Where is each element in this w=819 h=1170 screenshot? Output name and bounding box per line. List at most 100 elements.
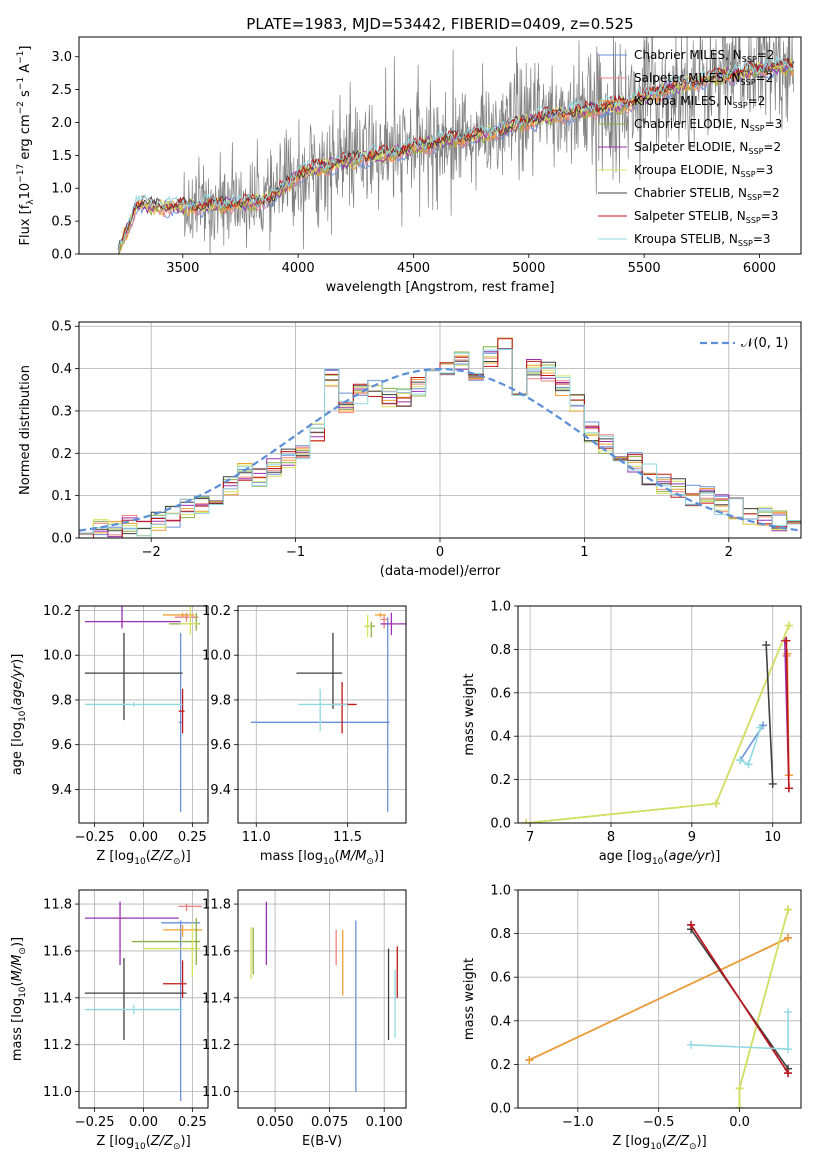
weight-marker bbox=[784, 1069, 793, 1078]
age-vs-mass-xtick-label: 11.5 bbox=[333, 830, 362, 845]
label-sup: −2 bbox=[16, 101, 26, 114]
label-part: )] bbox=[10, 937, 25, 947]
legend-label-salpeter-elodie: Salpeter ELODIE, NSSP=2 bbox=[634, 140, 781, 156]
point-salpeter-miles bbox=[178, 904, 203, 912]
mass-vs-ebv-frame bbox=[237, 889, 407, 1109]
weight-marker bbox=[744, 760, 753, 769]
label-sup: −1 bbox=[16, 77, 26, 90]
spectrum-frame-group: 3500 4000 4500 5000 5500 6000 0.0 0.5 1.0 1.5 2.0 2… bbox=[16, 36, 802, 295]
age-vs-mass-ytick-label: 10.0 bbox=[202, 649, 231, 664]
residuals-plot-area bbox=[79, 337, 801, 538]
mass-vs-z-ylabel: mass [log10(M/M⊙)] bbox=[10, 937, 28, 1061]
legend-tail: =2 bbox=[763, 140, 781, 154]
point-chabrier-stelib bbox=[84, 957, 187, 1041]
mass-vs-z-ytick-label: 11.2 bbox=[43, 1038, 72, 1053]
spectrum-xtick-label: 5000 bbox=[512, 261, 545, 276]
weight-vs-age-xtick-label: 9 bbox=[688, 830, 696, 845]
label-part: ] bbox=[18, 46, 33, 51]
weight-marker bbox=[762, 641, 771, 650]
weight-marker bbox=[784, 784, 793, 793]
legend-main: Salpeter MILES, N bbox=[634, 71, 741, 85]
label-part: s bbox=[18, 90, 33, 101]
spectrum-frame bbox=[78, 36, 802, 255]
spectrum-ytick-label: 0.5 bbox=[51, 215, 72, 230]
weight-vs-z-frame bbox=[517, 889, 802, 1109]
weight-vs-age-frame bbox=[517, 605, 802, 824]
label-math: Z/Z bbox=[666, 1134, 690, 1149]
weight-vs-z-ytick-label: 0.4 bbox=[490, 1014, 511, 1029]
weight-marker bbox=[687, 920, 696, 929]
weight-marker bbox=[735, 1104, 744, 1108]
weight-vs-age-ytick-label: 0.2 bbox=[490, 773, 511, 788]
age-vs-mass-ytick-label: 10.2 bbox=[202, 604, 231, 619]
spectrum-ytick-label: 3.0 bbox=[51, 50, 72, 65]
legend-label-kroupa-elodie: Kroupa ELODIE, NSSP=3 bbox=[634, 163, 773, 179]
point-kroupa-miles bbox=[374, 612, 386, 618]
point-salpeter-miles bbox=[174, 612, 199, 622]
age-vs-z-xtick-label: −0.25 bbox=[75, 830, 115, 845]
legend-tail: =2 bbox=[756, 71, 774, 85]
label-sub: 10 bbox=[134, 857, 146, 867]
spectrum-xtick-label: 4500 bbox=[397, 261, 430, 276]
weight-marker bbox=[782, 636, 791, 645]
weight-vs-age-ytick-label: 0.8 bbox=[490, 643, 511, 658]
age-vs-mass-xlabel: mass [log10(M/M⊙)] bbox=[260, 849, 384, 867]
weight-vs-z-ytick-label: 0.8 bbox=[490, 927, 511, 942]
spectrum-axes: 3500 4000 4500 5000 5500 6000 0.0 0.5 1.0 1.5 2.0 2… bbox=[16, 36, 802, 295]
label-math: age/yr bbox=[10, 662, 25, 705]
weight-line bbox=[785, 640, 790, 789]
residuals-xtick-label: −1 bbox=[286, 545, 305, 560]
legend-main: Salpeter ELODIE, N bbox=[634, 140, 748, 154]
label-math: Z/Z bbox=[150, 1134, 174, 1149]
residuals-ytick-label: 0.4 bbox=[51, 362, 72, 377]
legend-label-salpeter-stelib: Salpeter STELIB, NSSP=3 bbox=[634, 209, 778, 225]
point-kroupa-miles bbox=[163, 925, 203, 937]
weight-vs-z-plot-area bbox=[525, 905, 793, 1108]
legend-tail: =2 bbox=[748, 94, 766, 108]
weight-vs-z-axes: −1.0 −0.5 0.0 0.0 0.2 0.4 0.6 0.8 1.0 Z [log10(Z/… bbox=[462, 884, 802, 1152]
legend-main: Chabrier STELIB, N bbox=[634, 186, 747, 200]
age-vs-z-xtick-label: 0.25 bbox=[178, 830, 207, 845]
label-sub: 10 bbox=[323, 857, 335, 867]
weight-vs-z-ytick-label: 0.2 bbox=[490, 1058, 511, 1073]
label-part: ( bbox=[335, 849, 340, 864]
label-math: M/M bbox=[10, 955, 25, 982]
spectrum-ytick-label: 2.5 bbox=[51, 83, 72, 98]
age-vs-z-xtick-label: 0.00 bbox=[129, 830, 158, 845]
weight-marker bbox=[522, 819, 531, 823]
mass-vs-z-ytick-label: 11.4 bbox=[43, 991, 72, 1006]
spectrum-xlabel: wavelength [Angstrom, rest frame] bbox=[326, 280, 555, 295]
spectrum-ylabel: Flux [fλ10−17 erg cm−2 s−1 A−1] bbox=[16, 46, 36, 246]
weight-marker bbox=[712, 799, 721, 808]
age-vs-mass-ytick-label: 9.8 bbox=[210, 693, 231, 708]
residuals-ytick-label: 0.1 bbox=[51, 489, 72, 504]
spectrum-plot-area bbox=[117, 37, 795, 254]
age-vs-z-ytick-label: 10.0 bbox=[43, 649, 72, 664]
legend-sub: SSP bbox=[741, 170, 756, 179]
legend-sub: SSP bbox=[733, 101, 748, 110]
weight-line bbox=[526, 625, 790, 823]
legend-sub: SSP bbox=[742, 55, 757, 64]
weight-vs-z-frame-group: −1.0 −0.5 0.0 0.0 0.2 0.4 0.6 0.8 1.0 Z [log10(Z/… bbox=[462, 884, 802, 1152]
label-part: A bbox=[18, 64, 33, 77]
legend-sub: SSP bbox=[741, 78, 756, 87]
point-kroupa-stelib bbox=[84, 1004, 183, 1015]
legend-label-chabrier-elodie: Chabrier ELODIE, NSSP=3 bbox=[634, 117, 782, 133]
point-kroupa-elodie bbox=[180, 606, 199, 636]
age-vs-z-ylabel: age [log10(age/yr)] bbox=[10, 654, 28, 776]
weight-line bbox=[526, 625, 790, 823]
mass-vs-ebv-xtick-label: 0.050 bbox=[256, 1115, 293, 1130]
mass-vs-z-xtick-label: 0.00 bbox=[129, 1115, 158, 1130]
legend-tail: =3 bbox=[756, 163, 774, 177]
spectrum-ytick-label: 1.0 bbox=[51, 182, 72, 197]
normal-legend-label: 𝒩(0, 1) bbox=[741, 336, 788, 351]
label-part: age [log bbox=[599, 849, 652, 864]
age-vs-mass-frame-group: 11.0 11.5 9.4 9.6 9.8 10.0 10.2 mass [log10(M/M… bbox=[202, 604, 407, 867]
mass-vs-ebv-ytick-label: 11.4 bbox=[202, 991, 231, 1006]
weight-vs-age-ytick-label: 0.4 bbox=[490, 730, 511, 745]
residuals-xtick-label: −2 bbox=[142, 545, 161, 560]
weight-kroupa-stelib bbox=[736, 723, 765, 769]
label-sub: 10 bbox=[650, 1142, 662, 1152]
